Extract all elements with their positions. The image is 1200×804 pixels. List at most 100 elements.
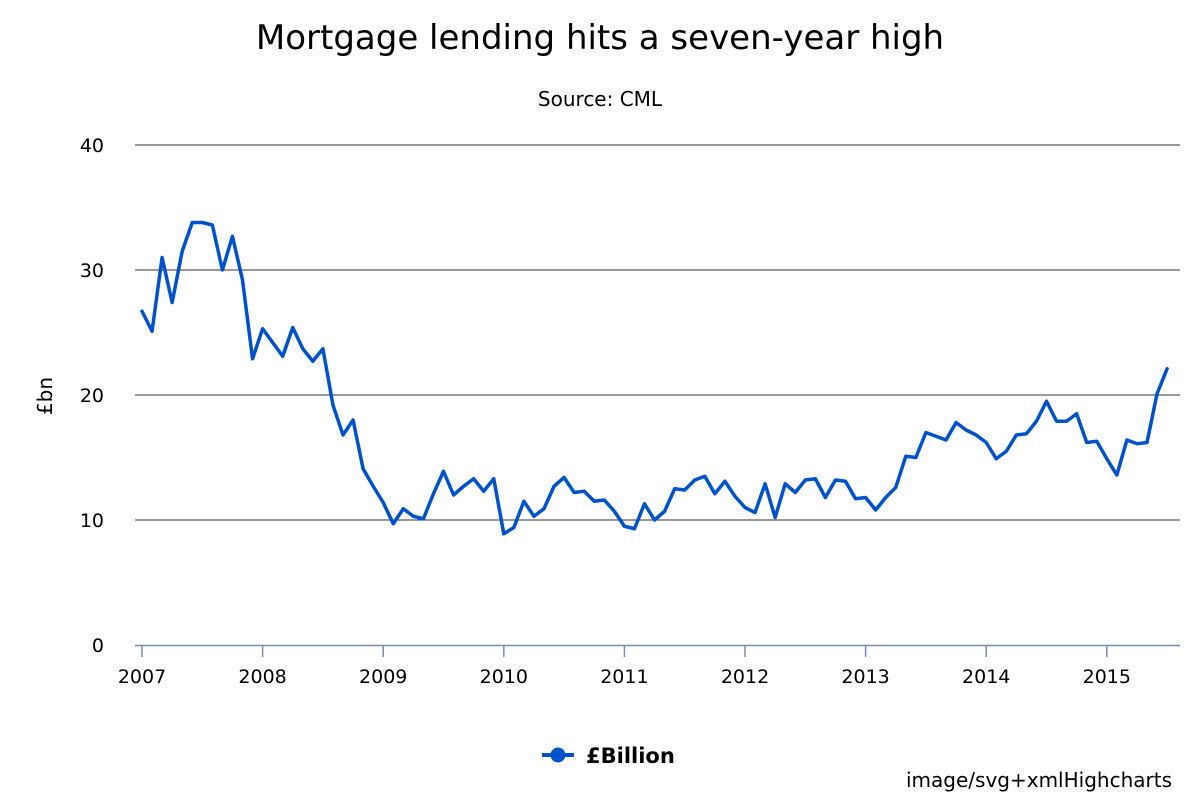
data-point[interactable] xyxy=(1114,472,1120,478)
legend[interactable]: £Billion xyxy=(542,744,675,768)
data-point[interactable] xyxy=(400,506,406,512)
data-point[interactable] xyxy=(441,468,447,474)
data-point[interactable] xyxy=(491,476,497,482)
data-point[interactable] xyxy=(1064,418,1070,424)
data-point[interactable] xyxy=(581,488,587,494)
data-point[interactable] xyxy=(521,498,527,504)
data-point[interactable] xyxy=(692,477,698,483)
data-point[interactable] xyxy=(159,255,165,261)
data-point[interactable] xyxy=(742,505,748,511)
data-point[interactable] xyxy=(853,496,859,502)
data-point[interactable] xyxy=(420,516,426,522)
data-point[interactable] xyxy=(1044,398,1050,404)
data-point[interactable] xyxy=(1104,456,1110,462)
data-point[interactable] xyxy=(1074,411,1080,417)
data-point[interactable] xyxy=(290,325,296,331)
data-point[interactable] xyxy=(621,523,627,529)
data-point[interactable] xyxy=(782,481,788,487)
data-point[interactable] xyxy=(762,481,768,487)
data-point[interactable] xyxy=(1013,432,1019,438)
data-point[interactable] xyxy=(1164,366,1170,372)
data-point[interactable] xyxy=(1134,441,1140,447)
data-point[interactable] xyxy=(662,508,668,514)
data-point[interactable] xyxy=(863,495,869,501)
data-point[interactable] xyxy=(551,483,557,489)
data-point[interactable] xyxy=(682,487,688,493)
data-point[interactable] xyxy=(601,497,607,503)
data-point[interactable] xyxy=(832,477,838,483)
data-point[interactable] xyxy=(350,417,356,423)
data-point[interactable] xyxy=(1124,437,1130,443)
data-point[interactable] xyxy=(1154,391,1160,397)
data-point[interactable] xyxy=(571,490,577,496)
data-point[interactable] xyxy=(209,222,215,228)
data-point[interactable] xyxy=(1084,440,1090,446)
data-point[interactable] xyxy=(461,483,467,489)
data-point[interactable] xyxy=(390,521,396,527)
data-point[interactable] xyxy=(380,500,386,506)
data-point[interactable] xyxy=(541,506,547,512)
data-point[interactable] xyxy=(1003,448,1009,454)
data-point[interactable] xyxy=(169,300,175,306)
data-point[interactable] xyxy=(471,476,477,482)
data-point[interactable] xyxy=(712,491,718,497)
data-point[interactable] xyxy=(240,277,246,283)
data-point[interactable] xyxy=(149,328,155,334)
data-point[interactable] xyxy=(1023,431,1029,437)
data-point[interactable] xyxy=(250,356,256,362)
data-point[interactable] xyxy=(260,326,266,332)
data-point[interactable] xyxy=(611,508,617,514)
data-point[interactable] xyxy=(913,455,919,461)
data-point[interactable] xyxy=(652,517,658,523)
data-point[interactable] xyxy=(772,515,778,521)
data-point[interactable] xyxy=(1033,418,1039,424)
data-point[interactable] xyxy=(481,488,487,494)
data-point[interactable] xyxy=(792,490,798,496)
data-point[interactable] xyxy=(722,478,728,484)
data-point[interactable] xyxy=(822,495,828,501)
data-point[interactable] xyxy=(199,220,205,226)
data-point[interactable] xyxy=(993,456,999,462)
data-point[interactable] xyxy=(873,507,879,513)
data-point[interactable] xyxy=(179,248,185,254)
data-point[interactable] xyxy=(631,526,637,532)
data-point[interactable] xyxy=(843,478,849,484)
data-point[interactable] xyxy=(953,420,959,426)
data-point[interactable] xyxy=(300,346,306,352)
data-point[interactable] xyxy=(219,267,225,273)
data-point[interactable] xyxy=(893,485,899,491)
data-point[interactable] xyxy=(531,513,537,519)
data-point[interactable] xyxy=(591,498,597,504)
chart-credits[interactable]: image/svg+xmlHighcharts xyxy=(906,768,1172,792)
data-point[interactable] xyxy=(370,483,376,489)
data-point[interactable] xyxy=(672,486,678,492)
data-point[interactable] xyxy=(139,308,145,314)
data-point[interactable] xyxy=(561,475,567,481)
data-point[interactable] xyxy=(330,402,336,408)
data-point[interactable] xyxy=(320,346,326,352)
data-point[interactable] xyxy=(752,510,758,516)
data-point[interactable] xyxy=(943,437,949,443)
data-point[interactable] xyxy=(410,513,416,519)
data-point[interactable] xyxy=(1144,440,1150,446)
data-point[interactable] xyxy=(310,358,316,364)
data-point[interactable] xyxy=(903,453,909,459)
data-point[interactable] xyxy=(451,492,457,498)
data-point[interactable] xyxy=(340,432,346,438)
data-point[interactable] xyxy=(732,493,738,499)
data-point[interactable] xyxy=(189,220,195,226)
data-point[interactable] xyxy=(511,525,517,531)
data-point[interactable] xyxy=(933,433,939,439)
data-point[interactable] xyxy=(812,476,818,482)
data-point[interactable] xyxy=(1054,418,1060,424)
data-point[interactable] xyxy=(983,440,989,446)
data-point[interactable] xyxy=(229,233,235,239)
data-point[interactable] xyxy=(360,466,366,472)
data-point[interactable] xyxy=(883,495,889,501)
data-point[interactable] xyxy=(802,477,808,483)
data-point[interactable] xyxy=(642,501,648,507)
series-line-0[interactable] xyxy=(140,220,1169,536)
data-point[interactable] xyxy=(702,473,708,479)
data-point[interactable] xyxy=(973,432,979,438)
data-point[interactable] xyxy=(430,491,436,497)
